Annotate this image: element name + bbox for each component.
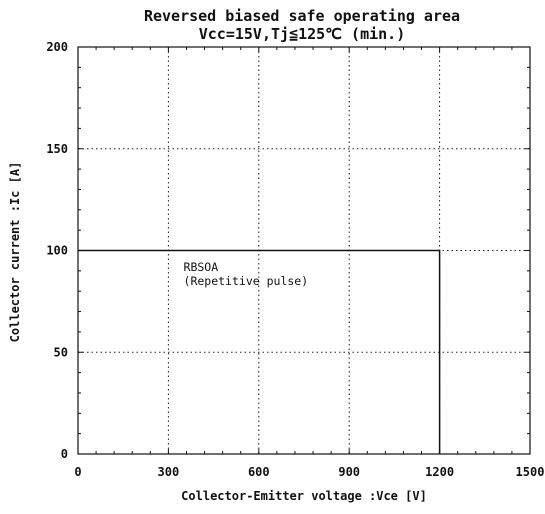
chart-title: Reversed biased safe operating area — [144, 7, 460, 25]
y-tick-label: 50 — [54, 345, 68, 359]
x-tick-label: 600 — [248, 465, 270, 479]
y-axis-label: Collector current :Ic [A] — [8, 162, 22, 343]
y-tick-labels: 0 50 100 150 200 — [46, 40, 68, 461]
y-tick-label: 150 — [46, 142, 68, 156]
x-tick-label: 300 — [158, 465, 180, 479]
annotation-label: RBSOA — [184, 260, 219, 274]
annotations: RBSOA(Repetitive pulse) — [184, 260, 309, 288]
rbsoa-curve — [78, 249, 441, 454]
x-tick-label: 900 — [338, 465, 360, 479]
x-tick-label: 0 — [74, 465, 81, 479]
x-tick-labels: 0 300 600 900 1200 1500 — [74, 465, 544, 479]
x-tick-label: 1500 — [516, 465, 545, 479]
y-tick-label: 100 — [46, 244, 68, 258]
annotation-label: (Repetitive pulse) — [184, 274, 309, 288]
x-axis-label: Collector-Emitter voltage :Vce [V] — [181, 489, 427, 503]
x-tick-label: 1200 — [425, 465, 454, 479]
chart-subtitle: Vcc=15V,Tj≦125℃ (min.) — [199, 25, 406, 43]
y-tick-label: 0 — [61, 447, 68, 461]
y-tick-label: 200 — [46, 40, 68, 54]
